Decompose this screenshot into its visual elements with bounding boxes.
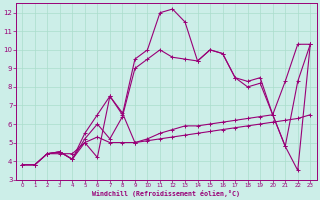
X-axis label: Windchill (Refroidissement éolien,°C): Windchill (Refroidissement éolien,°C) (92, 190, 240, 197)
